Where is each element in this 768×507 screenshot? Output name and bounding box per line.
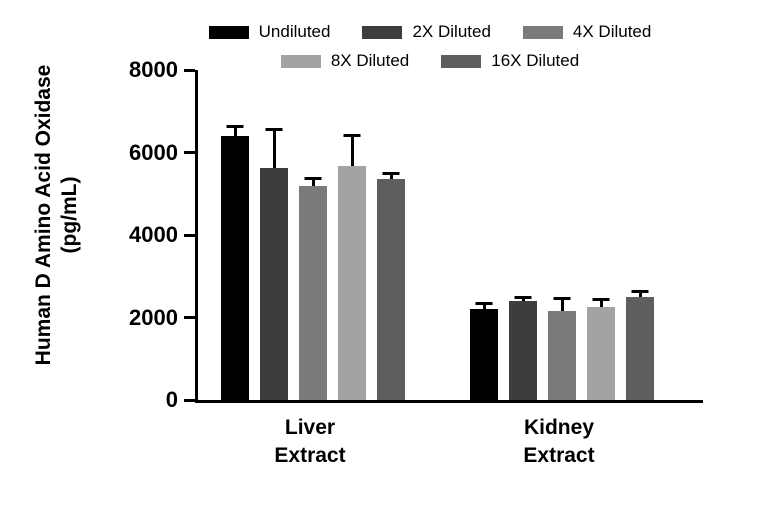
bar-slot: [587, 70, 615, 400]
y-tick-label: 8000: [129, 57, 178, 82]
y-axis-tick-labels: 0 2000 4000 6000 8000: [100, 57, 178, 412]
error-bar: [226, 124, 244, 136]
legend-swatch: [280, 54, 321, 68]
x-category-label-line: Extract: [274, 444, 346, 467]
y-tick-label: 6000: [129, 139, 178, 165]
bar-slot: [221, 70, 249, 400]
legend-item: Undiluted: [208, 22, 331, 42]
legend-swatch: [441, 54, 482, 68]
error-bar: [631, 290, 649, 297]
error-bar-stem: [272, 131, 276, 169]
x-category-label: Liver Extract: [220, 414, 400, 470]
y-axis-label: Human D Amino Acid Oxidase (pg/mL): [31, 5, 83, 425]
x-category-label-line: Extract: [523, 444, 595, 467]
legend-item: 8X Diluted: [280, 51, 410, 71]
y-axis-label-line1: Human D Amino Acid Oxidase: [32, 64, 55, 366]
plot-area: [184, 68, 703, 403]
legend-label: 8X Diluted: [330, 51, 410, 70]
legend-label: 2X Diluted: [412, 22, 491, 41]
bar-slot: [299, 70, 327, 400]
bar-slot: [260, 70, 288, 400]
error-bar-stem: [638, 293, 642, 297]
y-tick-mark: [184, 316, 195, 319]
bar-16x-diluted: [377, 178, 405, 400]
bar-undiluted: [470, 309, 498, 400]
bar-4x-diluted: [548, 311, 576, 400]
bar-slot: [470, 70, 498, 400]
y-axis-label-line2: (pg/mL): [58, 176, 81, 254]
y-tick-label: 0: [165, 387, 178, 412]
legend-item: 4X Diluted: [522, 22, 652, 42]
error-bar: [514, 295, 532, 301]
legend-swatch: [362, 25, 403, 39]
error-bar-stem: [311, 180, 315, 187]
error-bar-stem: [350, 136, 354, 166]
bar-group: [221, 70, 405, 400]
legend: Undiluted 2X Diluted 4X Diluted 8X Diluted 1…: [195, 22, 665, 71]
error-bar: [382, 172, 400, 179]
bar-2x-diluted: [509, 301, 537, 400]
bar-8x-diluted: [587, 307, 615, 400]
error-bar-stem: [482, 305, 486, 310]
bar-slot: [548, 70, 576, 400]
bar-8x-diluted: [338, 165, 366, 400]
error-bar-stem: [233, 127, 237, 136]
error-bar: [265, 128, 283, 169]
bar-undiluted: [221, 136, 249, 400]
legend-swatch: [522, 25, 563, 39]
error-bar: [592, 298, 610, 308]
error-bar: [553, 296, 571, 312]
x-category-label-line: Liver: [284, 416, 336, 439]
error-bar-stem: [389, 175, 393, 179]
legend-label: Undiluted: [258, 22, 331, 41]
x-category-label: Kidney Extract: [469, 414, 649, 470]
y-tick-mark: [184, 151, 195, 154]
legend-label: 16X Diluted: [491, 51, 580, 70]
legend-item: 2X Diluted: [362, 22, 491, 42]
bar-slot: [509, 70, 537, 400]
error-bar-stem: [599, 301, 603, 308]
bar-2x-diluted: [260, 168, 288, 400]
legend-row: 8X Diluted 16X Diluted: [280, 51, 579, 71]
x-category-label-line: Kidney: [523, 416, 594, 439]
bar-16x-diluted: [626, 296, 654, 400]
bar-slot: [626, 70, 654, 400]
y-tick-label: 2000: [129, 304, 178, 330]
y-tick-mark: [184, 233, 195, 237]
y-tick-mark: [184, 68, 195, 72]
legend-item: 16X Diluted: [441, 51, 579, 71]
legend-row: Undiluted 2X Diluted 4X Diluted: [208, 22, 652, 42]
legend-swatch: [208, 25, 249, 39]
bar-group: [470, 70, 654, 400]
error-bar: [304, 177, 322, 187]
error-bar: [475, 302, 493, 310]
legend-label: 4X Diluted: [572, 22, 652, 41]
bar-4x-diluted: [299, 186, 327, 400]
y-tick-label: 4000: [129, 222, 178, 247]
x-axis-category-labels: Liver Extract Kidney Extract: [195, 414, 700, 484]
error-bar: [343, 133, 361, 166]
error-bar-stem: [560, 299, 564, 312]
bar-slot: [377, 70, 405, 400]
error-bar-stem: [521, 298, 525, 301]
y-tick-mark: [184, 398, 195, 402]
bar-slot: [338, 70, 366, 400]
